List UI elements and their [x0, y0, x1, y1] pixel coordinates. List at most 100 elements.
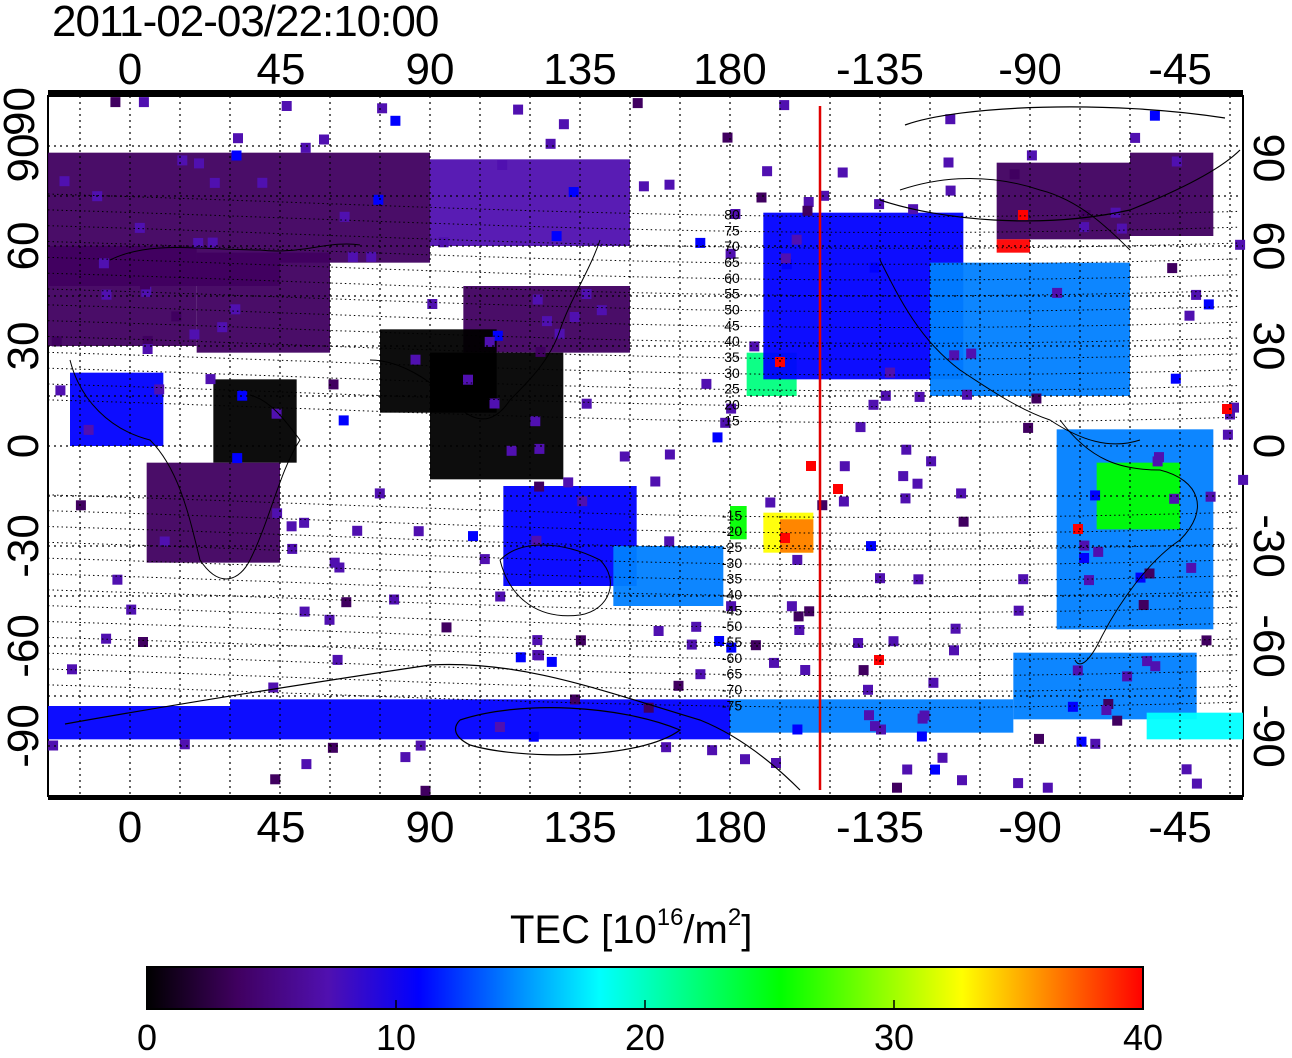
magnetic-latitude-line: [47, 383, 1241, 408]
tec-pixel: [1023, 422, 1034, 433]
tec-pixel: [945, 114, 956, 125]
tec-pixel: [876, 724, 886, 735]
right-lat-label: -90: [1244, 704, 1292, 768]
tec-pixel: [301, 759, 312, 770]
colorbar-tick: 30: [873, 1017, 915, 1058]
tec-pixel: [596, 305, 607, 316]
magnetic-latitude-label: -70: [722, 682, 742, 698]
tec-pixel: [1181, 764, 1192, 775]
tec-pixel: [957, 775, 967, 786]
tec-pixel: [558, 119, 569, 130]
tec-pixel: [535, 346, 546, 357]
tec-pixel: [1090, 738, 1101, 749]
tec-pixel: [853, 638, 864, 648]
tec-pixel: [1084, 575, 1094, 586]
tec-pixel: [75, 500, 86, 511]
magnetic-latitude-label: 15: [724, 412, 740, 428]
tec-pixel: [686, 639, 697, 650]
tec-pixel: [530, 416, 541, 427]
tec-pixel: [141, 286, 152, 297]
tec-pixel: [650, 476, 661, 487]
tec-pixel: [638, 181, 649, 192]
tec-pixel: [762, 166, 773, 177]
tec-pixel: [159, 536, 170, 547]
tec-patch: [1146, 712, 1243, 740]
colorbar-tick: 10: [375, 1017, 417, 1058]
right-lat-label: 0: [1244, 434, 1292, 458]
magnetic-latitude-label: -25: [722, 539, 742, 555]
left-lat-label: 90: [0, 134, 48, 183]
tec-pixel: [1229, 402, 1239, 413]
magnetic-latitude-line: [47, 351, 1241, 376]
tec-pixel: [673, 680, 684, 691]
tec-pixel: [1103, 699, 1114, 709]
tec-pixel: [926, 456, 937, 467]
tec-pixel: [484, 336, 495, 347]
magnetic-latitude-label: 70: [724, 238, 740, 254]
tec-pixel: [546, 656, 557, 667]
tec-pixel: [327, 742, 338, 753]
tec-pixel: [138, 637, 148, 647]
tec-pixel: [194, 158, 204, 169]
tec-pixel: [1052, 287, 1063, 298]
tec-pixel: [400, 752, 411, 763]
coastline: [109, 243, 361, 261]
tec-pixel: [1122, 671, 1133, 682]
tec-pixel: [1222, 429, 1233, 440]
tec-pixel: [779, 100, 790, 111]
tec-pixel: [1201, 635, 1212, 646]
right-lat-label: 30: [1244, 322, 1292, 371]
tec-pixel: [771, 758, 781, 768]
tec-pixel: [389, 594, 400, 605]
tec-pixel: [1080, 210, 1091, 221]
tec-pixel: [193, 238, 204, 248]
left-lat-label: 60: [0, 222, 48, 271]
tec-pixel: [489, 398, 500, 409]
left-lat-label: 30: [0, 322, 48, 371]
tec-pixel: [177, 155, 188, 166]
tec-pixel: [1169, 493, 1180, 504]
tec-pixel: [570, 694, 580, 705]
tec-pixel: [468, 531, 478, 542]
magnetic-latitude-line: [47, 510, 1241, 534]
tec-pixel: [800, 665, 811, 675]
tec-pixel: [494, 722, 505, 732]
colorbar-tick: 40: [1122, 1017, 1164, 1058]
tec-pixel: [870, 721, 880, 732]
tec-pixel: [390, 115, 401, 126]
tec-pixel: [726, 601, 737, 612]
tec-pixel: [653, 626, 664, 636]
magnetic-latitude-label: -75: [722, 697, 742, 713]
tec-pixel: [55, 385, 66, 396]
magnetic-latitude-line: [47, 668, 1241, 693]
tec-pixel: [902, 764, 913, 775]
auroral-contour: [904, 106, 1226, 126]
tec-pixel: [1013, 778, 1024, 789]
magnetic-latitude-line: [47, 209, 1241, 233]
magnetic-latitude-label: 45: [724, 317, 740, 333]
magnetic-latitude-label: -45: [722, 602, 742, 618]
tec-pixel: [513, 104, 524, 115]
tec-pixel: [1191, 778, 1202, 789]
left-lat-label: -60: [0, 614, 48, 678]
right-lat-label: -60: [1244, 614, 1292, 678]
tec-pixel: [1018, 574, 1029, 585]
tec-pixel: [756, 192, 767, 203]
tec-pixel: [1203, 299, 1214, 310]
tec-pixel: [581, 398, 592, 409]
tec-pixel-high: [874, 655, 884, 665]
right-lat-label: 60: [1244, 222, 1292, 271]
tec-pixel: [803, 197, 814, 207]
tec-pixel: [793, 611, 804, 622]
tec-pixel: [722, 132, 733, 143]
tec-pixel: [664, 449, 675, 460]
tec-pixel: [661, 742, 672, 753]
magnetic-latitude-line: [47, 336, 1241, 360]
tec-pixel: [237, 390, 248, 401]
bottom-lon-label: 90: [405, 803, 455, 852]
colorbar-tick: 20: [624, 1017, 666, 1058]
magnetic-latitude-line: [47, 399, 1241, 423]
tec-pixel: [59, 176, 70, 187]
tec-pixel: [726, 642, 737, 653]
magnetic-latitude-label: 80: [724, 207, 740, 223]
